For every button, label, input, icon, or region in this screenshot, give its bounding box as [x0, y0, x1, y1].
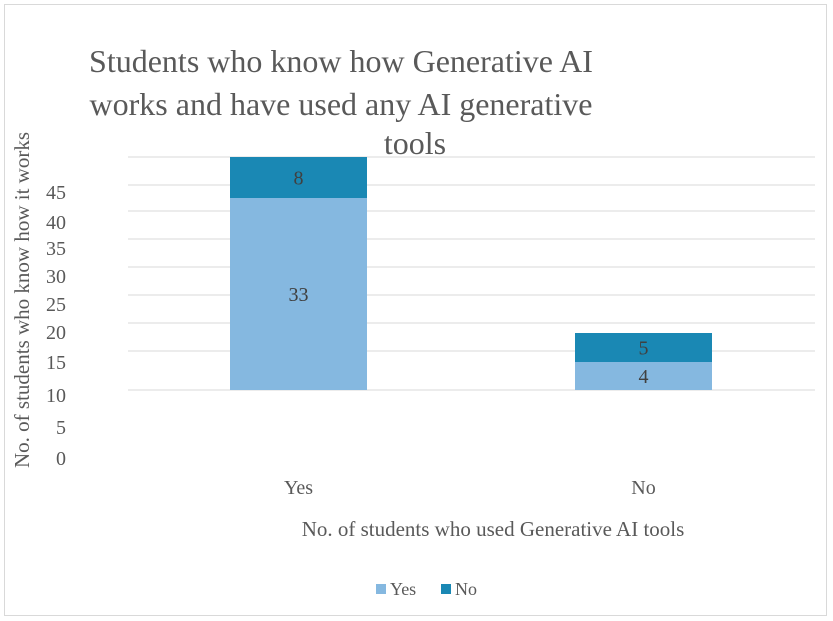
x-axis-tick-labels: Yes No [284, 477, 656, 499]
chart-frame [4, 4, 827, 616]
chart-title-line-1: Students who know how Generative AI [89, 43, 593, 79]
y-tick-label-35: 35 [46, 238, 66, 260]
y-axis-tick-labels: 0 5 10 15 20 25 30 35 40 45 [46, 182, 66, 470]
y-tick-label-45: 45 [46, 182, 66, 204]
x-tick-label-no: No [631, 477, 655, 499]
y-tick-label-20: 20 [46, 322, 66, 344]
chart-title-line-3: tools [384, 125, 446, 161]
x-tick-label-yes: Yes [284, 477, 313, 499]
legend-item-no: No [441, 579, 477, 599]
data-label-no-no: 5 [639, 338, 649, 360]
legend-label-no: No [455, 579, 477, 599]
legend-label-yes: Yes [390, 579, 416, 599]
y-tick-label-30: 30 [46, 266, 66, 288]
y-tick-label-40: 40 [46, 212, 66, 234]
legend-swatch-no [441, 584, 451, 594]
bars: 33 8 4 5 [230, 157, 712, 390]
bar-yes-no [230, 157, 367, 198]
y-axis-title: No. of students who know how it works [10, 132, 34, 468]
y-tick-label-0: 0 [56, 448, 66, 470]
bar-no-yes [575, 362, 712, 390]
y-tick-label-5: 5 [56, 417, 66, 439]
legend-item-yes: Yes [376, 579, 416, 599]
data-label-no-yes: 4 [639, 366, 649, 388]
bar-yes-yes [230, 198, 367, 390]
legend: Yes No [376, 579, 477, 599]
y-tick-label-15: 15 [46, 352, 66, 374]
legend-swatch-yes [376, 584, 386, 594]
y-tick-label-25: 25 [46, 294, 66, 316]
data-label-yes-yes: 33 [289, 284, 309, 306]
x-axis-title: No. of students who used Generative AI t… [302, 517, 685, 541]
bar-no-no [575, 333, 712, 362]
chart-title-line-2: works and have used any AI generative [90, 86, 593, 122]
data-label-yes-no: 8 [294, 168, 304, 190]
chart-title: Students who know how Generative AI work… [89, 43, 593, 161]
y-tick-label-10: 10 [46, 385, 66, 407]
